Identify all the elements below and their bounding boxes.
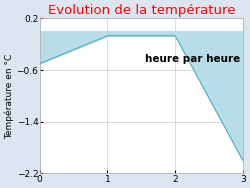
Text: heure par heure: heure par heure (145, 54, 240, 64)
Y-axis label: Température en °C: Température en °C (4, 53, 14, 139)
Title: Evolution de la température: Evolution de la température (48, 4, 235, 17)
